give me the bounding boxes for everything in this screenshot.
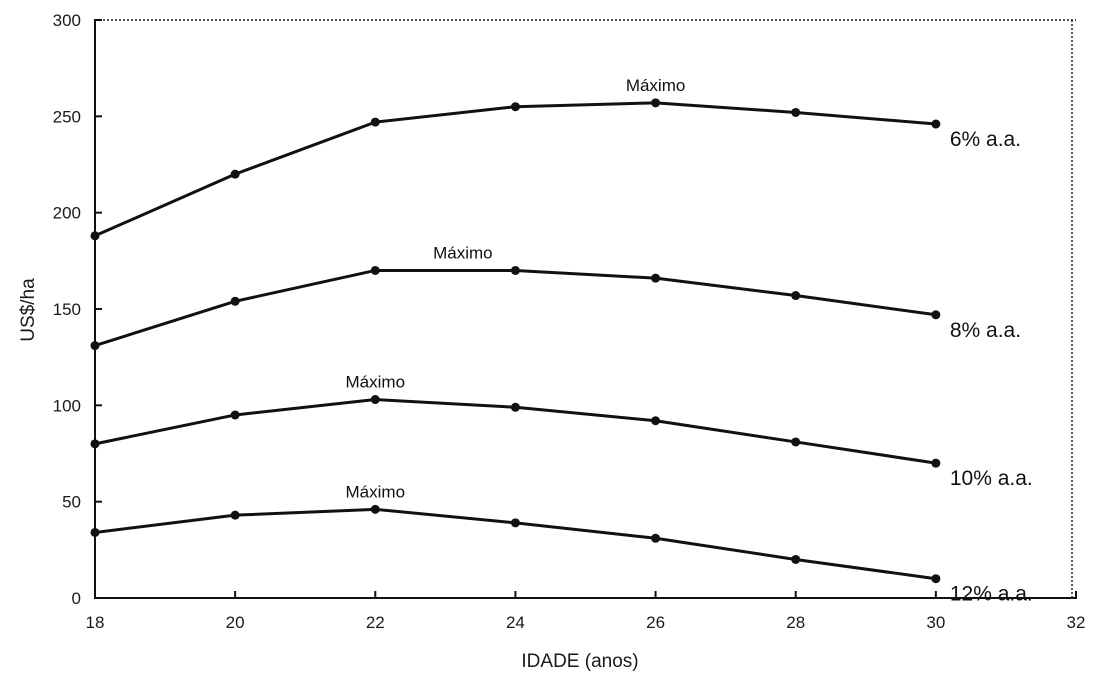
x-tick-label: 20 [226, 613, 245, 632]
data-point [510, 518, 520, 528]
data-point [791, 291, 801, 301]
annotations: Máximo Máximo Máximo Máximo [346, 76, 686, 502]
data-point [510, 402, 520, 412]
data-point [370, 117, 380, 127]
series-label: 6% a.a. [950, 128, 1021, 151]
series-3: 10% a.a. [90, 395, 1033, 490]
data-point [510, 102, 520, 112]
y-tick-label: 100 [53, 396, 81, 415]
x-axis-title: IDADE (anos) [521, 651, 638, 672]
plot-frame [95, 19, 1076, 598]
data-point [230, 296, 240, 306]
y-axis-title: US$/ha [18, 278, 39, 342]
y-tick-label: 50 [62, 493, 81, 512]
series-2: 8% a.a. [90, 265, 1021, 351]
y-tick-label: 250 [53, 107, 81, 126]
data-point [791, 437, 801, 447]
data-point [791, 107, 801, 117]
data-point [931, 310, 941, 320]
maximum-annotation: Máximo [626, 76, 686, 95]
x-tick-label: 24 [506, 613, 525, 632]
series-group: 6% a.a. 8% a.a. 10% a.a. 12% a.a. [90, 98, 1033, 606]
data-point [230, 169, 240, 179]
x-axis-ticks: 18 20 22 24 26 28 30 32 [86, 591, 1086, 632]
data-point [651, 533, 661, 543]
series-label: 10% a.a. [950, 467, 1033, 490]
y-axis-ticks: 0 50 100 150 200 250 300 [53, 11, 102, 608]
series-label: 12% a.a. [950, 583, 1033, 606]
maximum-annotation: Máximo [346, 482, 406, 501]
series-line [94, 101, 936, 238]
data-point [931, 119, 941, 129]
data-point [90, 231, 100, 241]
data-point [931, 458, 941, 468]
axes [94, 20, 1076, 599]
series-1: 6% a.a. [90, 98, 1021, 241]
x-tick-label: 30 [926, 613, 945, 632]
maximum-annotation: Máximo [346, 373, 406, 392]
y-tick-label: 150 [53, 300, 81, 319]
data-point [370, 504, 380, 514]
data-point [651, 416, 661, 426]
maximum-annotation: Máximo [433, 243, 493, 262]
data-point [370, 395, 380, 405]
data-point [90, 527, 100, 537]
y-tick-label: 0 [72, 589, 81, 608]
data-point [651, 273, 661, 283]
series-4: 12% a.a. [90, 504, 1033, 606]
x-tick-label: 26 [646, 613, 665, 632]
data-point [90, 341, 100, 351]
x-tick-label: 28 [786, 613, 805, 632]
series-line [94, 268, 937, 348]
data-point [931, 574, 941, 584]
data-point [230, 410, 240, 420]
data-point [651, 98, 661, 108]
y-tick-label: 300 [53, 11, 81, 30]
series-label: 8% a.a. [950, 319, 1021, 342]
data-point [791, 554, 801, 564]
data-point [230, 510, 240, 520]
data-point [370, 265, 380, 275]
x-tick-label: 22 [366, 613, 385, 632]
x-tick-label: 18 [86, 613, 105, 632]
data-point [510, 265, 520, 275]
data-point [90, 439, 100, 449]
y-tick-label: 200 [53, 204, 81, 223]
x-tick-label: 32 [1067, 613, 1086, 632]
